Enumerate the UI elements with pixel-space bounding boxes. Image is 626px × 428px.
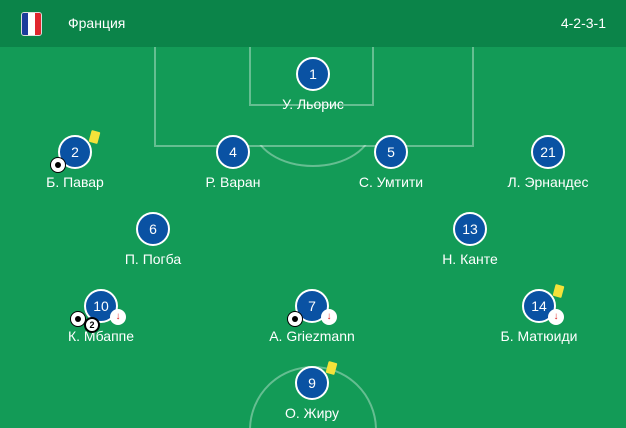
player-circle: 10 2 ↓	[70, 289, 126, 333]
player-circle: 14 ↓	[522, 284, 565, 325]
team-name: Франция	[68, 15, 126, 31]
player-number: 13	[453, 212, 487, 246]
player-hernandez[interactable]: 21 Л. Эрнандес	[468, 135, 626, 190]
player-name: Л. Эрнандес	[507, 174, 589, 190]
goal-count-badge: 2	[84, 317, 100, 333]
player-name: Н. Канте	[442, 251, 498, 267]
player-mbappe[interactable]: 10 2 ↓ К. Мбаппе	[21, 289, 181, 344]
player-number: 21	[531, 135, 565, 169]
player-pavard[interactable]: 2 Б. Павар	[0, 130, 155, 190]
player-varane[interactable]: 4 Р. Варан	[153, 135, 313, 190]
player-number: 1	[296, 57, 330, 91]
substitution-arrow-icon: ↓	[110, 309, 126, 325]
france-flag-icon	[21, 12, 42, 36]
player-giroud[interactable]: 9 О. Жиру	[232, 361, 392, 421]
substitution-arrow-icon: ↓	[548, 309, 564, 325]
player-circle: 2	[50, 130, 101, 173]
player-name: Б. Павар	[46, 174, 104, 190]
player-name: Б. Матюиди	[500, 328, 578, 344]
player-name: Р. Варан	[205, 174, 261, 190]
player-number: 4	[216, 135, 250, 169]
goal-area	[249, 47, 374, 106]
player-name: У. Льорис	[282, 96, 344, 112]
player-number: 9	[308, 375, 316, 391]
player-number: 14	[531, 298, 547, 314]
player-name: К. Мбаппе	[67, 328, 135, 344]
player-name: А. Griezmann	[269, 328, 355, 344]
player-number: 10	[93, 298, 109, 314]
player-number: 2	[71, 144, 79, 160]
team-header: Франция 4-2-3-1	[0, 0, 626, 47]
player-name: О. Жиру	[284, 405, 340, 421]
player-name: С. Умтити	[358, 174, 424, 190]
player-circle: 9	[295, 361, 338, 400]
player-number: 5	[374, 135, 408, 169]
player-kante[interactable]: 13 Н. Канте	[390, 212, 550, 267]
pitch: 1 У. Льорис 2 Б. Павар 4 Р. Варан 5 С. У…	[0, 47, 626, 428]
player-circle: 7 ↓	[287, 289, 337, 327]
player-number: 7	[308, 298, 316, 314]
substitution-arrow-icon: ↓	[321, 309, 337, 325]
player-umtiti[interactable]: 5 С. Умтити	[311, 135, 471, 190]
yellow-card-icon	[325, 361, 338, 375]
formation: 4-2-3-1	[560, 15, 606, 31]
player-name: П. Погба	[124, 251, 182, 267]
goal-ball-icon	[287, 311, 303, 327]
player-number: 6	[136, 212, 170, 246]
goal-ball-icon	[50, 157, 66, 173]
player-lloris[interactable]: 1 У. Льорис	[233, 57, 393, 112]
yellow-card-icon	[88, 130, 101, 144]
player-pogba[interactable]: 6 П. Погба	[73, 212, 233, 267]
player-matuidi[interactable]: 14 ↓ Б. Матюиди	[459, 284, 619, 344]
player-griezmann[interactable]: 7 ↓ А. Griezmann	[232, 289, 392, 344]
yellow-card-icon	[552, 284, 565, 298]
